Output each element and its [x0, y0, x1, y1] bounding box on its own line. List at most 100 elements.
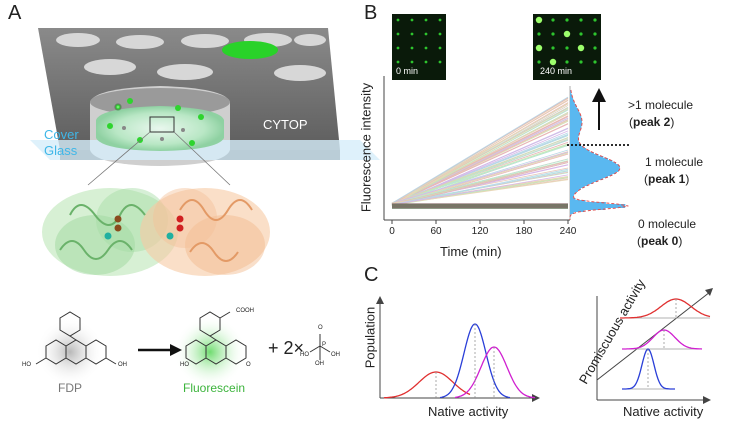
- phosphate-p-label: P: [322, 342, 327, 348]
- curve-red: [383, 371, 471, 399]
- x-tick-label: 0: [389, 226, 395, 237]
- c-right-xlabel: Native activity: [623, 404, 704, 419]
- trajectory-line: [391, 162, 569, 207]
- inset-240-min-well: [537, 60, 541, 64]
- intensity-histogram: [567, 88, 630, 221]
- histogram-bin: [570, 128, 581, 130]
- peak1-name: peak 1: [648, 172, 686, 186]
- x-tick-label: 60: [430, 226, 442, 237]
- histogram-bin: [570, 172, 616, 174]
- histogram-bin: [570, 142, 580, 144]
- microwell-array-illustration: [30, 28, 380, 186]
- peak2-name-wrap: (peak 2): [629, 115, 675, 129]
- histogram-bin: [570, 178, 603, 180]
- cooh-label: COOH: [236, 308, 254, 314]
- histogram-bin: [570, 194, 575, 196]
- trajectory-line: [391, 102, 569, 206]
- c-left-xlabel: Native activity: [428, 404, 509, 419]
- inset-240-min-well: [535, 44, 543, 52]
- inset-240-min-well: [549, 58, 557, 66]
- inset-240-min-well: [535, 16, 543, 24]
- phosphate-ho-label: HO: [300, 352, 309, 358]
- histogram-bin: [570, 114, 581, 116]
- fluorescein-structure: [185, 311, 247, 365]
- curve-magenta: [454, 346, 535, 399]
- peak0-title: 0 molecule: [638, 217, 697, 231]
- fdp-ho-label: HO: [22, 362, 31, 368]
- histogram-bin: [570, 122, 583, 124]
- histogram-bin: [570, 210, 585, 212]
- histogram-bin: [570, 164, 619, 166]
- histogram-bin: [570, 152, 594, 154]
- peak1-name-wrap: (peak 1): [644, 172, 690, 186]
- histogram-bin: [570, 130, 581, 132]
- histogram-bin: [570, 102, 575, 104]
- histogram-bin: [570, 158, 609, 160]
- promiscuous-vs-native-plot: [596, 288, 713, 404]
- inset-240-min-well: [579, 18, 583, 22]
- cover-glass-label-line2: Glass: [44, 143, 78, 158]
- inset-240-min-well: [551, 32, 555, 36]
- histogram-bin: [570, 100, 574, 102]
- histogram-bin: [570, 154, 599, 156]
- protein-structure-illustration: [42, 188, 270, 276]
- histogram-bin: [570, 124, 582, 126]
- histogram-bin: [570, 92, 572, 94]
- inset-0-min-well: [410, 60, 414, 64]
- inset-0-min-well: [438, 46, 442, 50]
- x-tick-label: 120: [471, 226, 489, 237]
- inset-0-min-well: [424, 18, 428, 22]
- histogram-bin: [570, 204, 626, 206]
- inset-0-min-well: [424, 32, 428, 36]
- histogram-bin: [570, 202, 606, 204]
- fluorescein-label: Fluorescein: [183, 381, 246, 395]
- inset-0-min-well: [396, 18, 400, 22]
- histogram-bin: [570, 184, 589, 186]
- histogram-bin: [570, 212, 574, 214]
- inset-240-min-well: [593, 60, 597, 64]
- histogram-bin: [570, 116, 582, 118]
- curve-magenta: [622, 329, 703, 350]
- plus-two-times: + 2×: [268, 338, 305, 358]
- b-ylabel: Fluorescence intensity: [358, 82, 374, 213]
- inset-240-min-label: 240 min: [540, 66, 573, 76]
- inset-240-min-well: [563, 30, 571, 38]
- histogram-bin: [570, 168, 620, 170]
- histogram-bin: [570, 96, 573, 98]
- x-tick-label: 240: [559, 226, 577, 237]
- histogram-bin: [570, 134, 579, 136]
- inset-0-min-well: [438, 32, 442, 36]
- histogram-bin: [570, 136, 579, 138]
- histogram-bin: [570, 170, 619, 172]
- inset-240-min-well: [593, 18, 597, 22]
- histogram-bin: [570, 146, 584, 148]
- peak2-title: >1 molecule: [628, 98, 694, 112]
- histogram-bin: [570, 112, 580, 114]
- histogram-bin: [570, 108, 578, 110]
- inset-240-min-well: [593, 46, 597, 50]
- inset-0-min-well: [438, 18, 442, 22]
- histogram-bin: [570, 106, 577, 108]
- trajectory-line: [391, 115, 569, 205]
- histogram-bin: [570, 160, 613, 162]
- inset-0-min-well: [396, 60, 400, 64]
- histogram-bin: [570, 138, 579, 140]
- histogram-bin: [570, 110, 579, 112]
- inset-240-min-well: [565, 18, 569, 22]
- inset-0-min-well: [438, 60, 442, 64]
- fdp-label: FDP: [58, 381, 82, 395]
- trajectory-line: [391, 160, 569, 205]
- fluorescein-ho-label: HO: [180, 362, 189, 368]
- histogram-fit: [569, 89, 629, 221]
- histogram-bin: [570, 120, 582, 122]
- inset-0-min: [392, 14, 446, 80]
- histogram-bin: [570, 206, 626, 208]
- phosphate-structure: [309, 334, 331, 360]
- histogram-bin: [570, 192, 576, 194]
- histogram-bin: [570, 214, 571, 216]
- histogram-bin: [570, 104, 576, 106]
- trajectory-line: [391, 137, 569, 205]
- histogram-bin: [570, 208, 606, 210]
- histogram-bin: [570, 200, 586, 202]
